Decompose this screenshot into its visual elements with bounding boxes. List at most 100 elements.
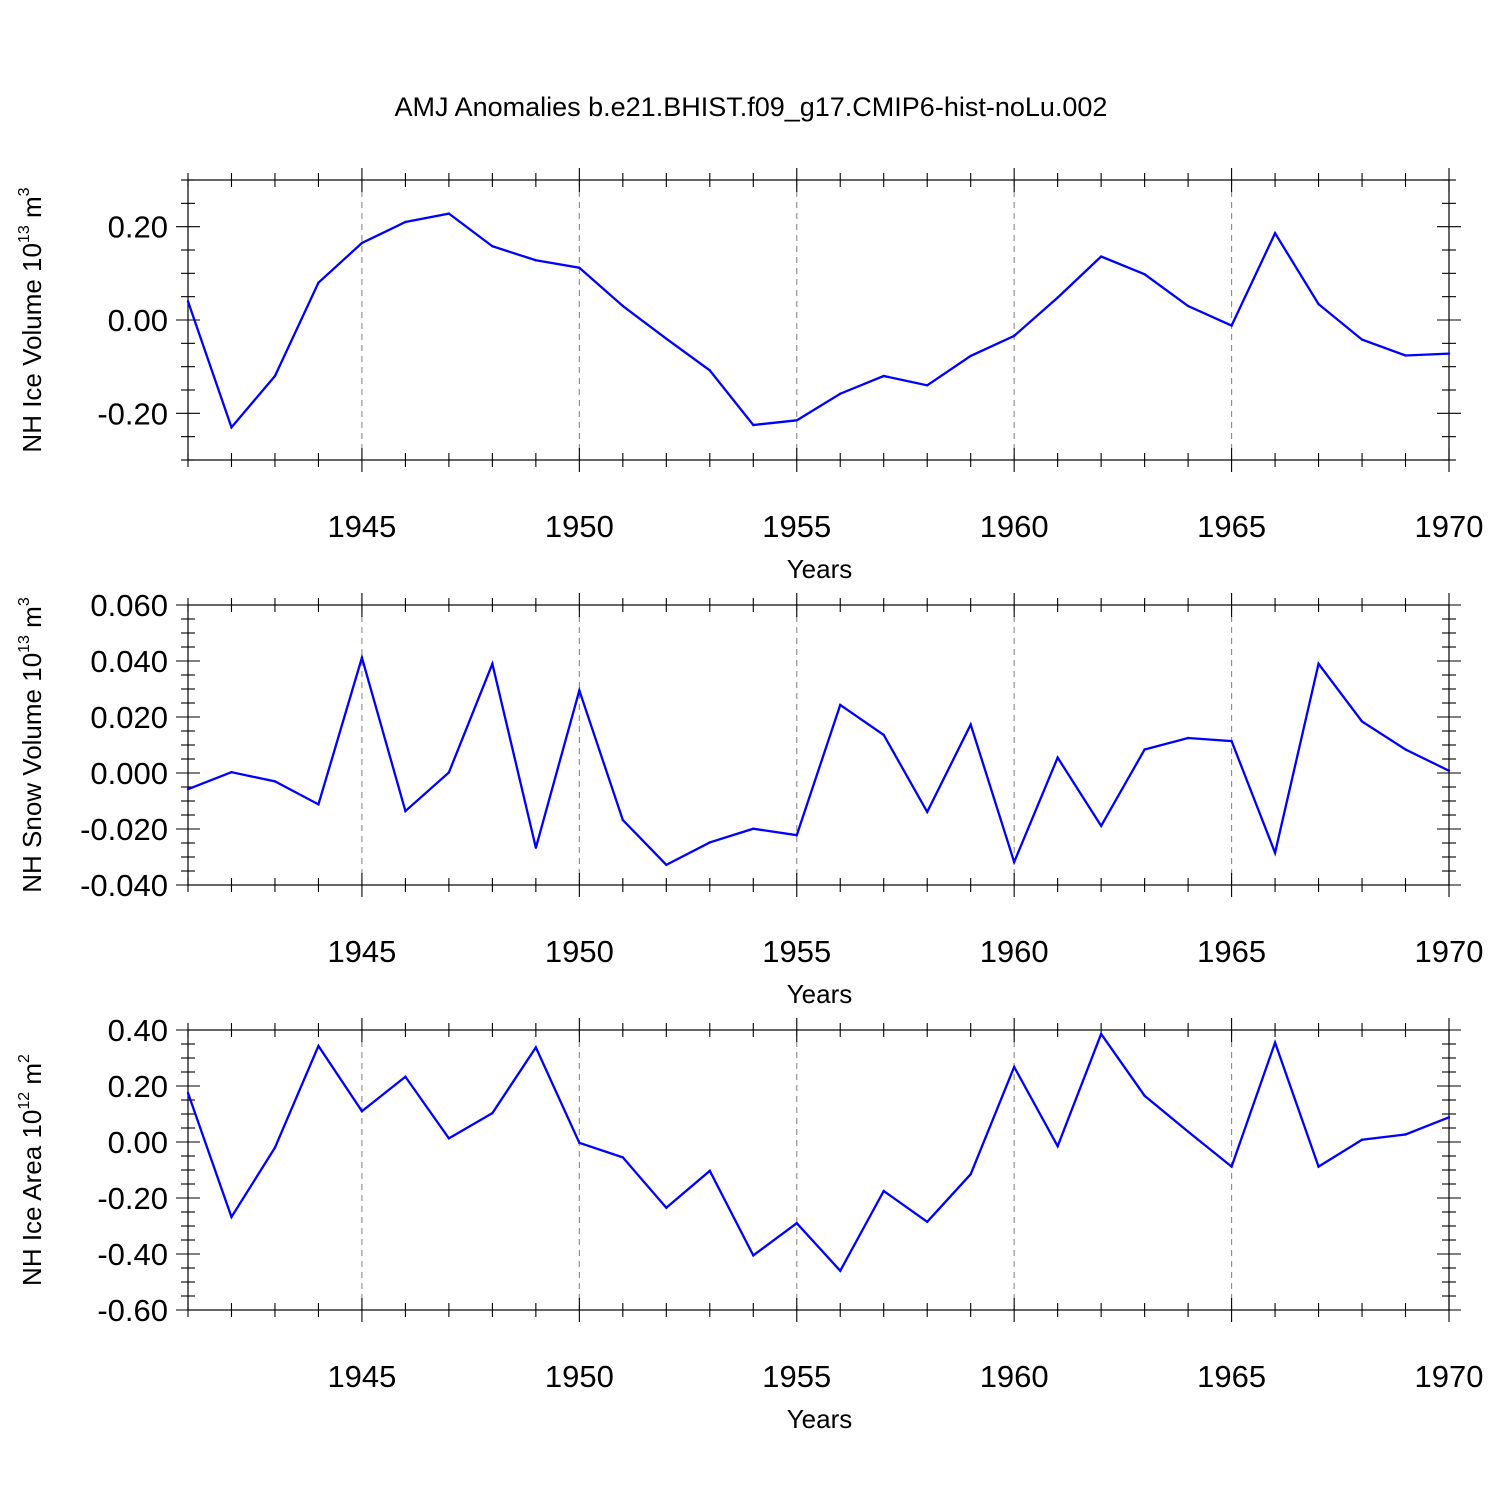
snow-volume-x-tick-label: 1960	[980, 934, 1049, 969]
ice-volume-x-tick-label: 1945	[327, 509, 396, 544]
ice-volume-data-point	[882, 374, 885, 378]
snow-volume-y-tick-label: 0.020	[90, 700, 168, 735]
snow-volume-data-point	[1273, 851, 1277, 854]
ice-volume-data-point	[534, 259, 538, 262]
snow-volume-data-point	[317, 803, 320, 806]
ice-volume-y-tick-label: -0.20	[97, 396, 168, 431]
snow-volume-data-point	[404, 809, 407, 813]
ice-volume-y-tick-label: 0.00	[108, 303, 168, 338]
ice-area-y-axis-title: NH Ice Area 1012 m2	[16, 1054, 47, 1286]
snow-volume-data-point	[230, 770, 233, 774]
y-axis-title-text: NH Ice Area 10	[17, 1110, 47, 1286]
ice-area-data-point	[360, 1110, 364, 1113]
ice-volume-data-point	[404, 220, 407, 224]
ice-area-data-point	[969, 1173, 972, 1176]
snow-volume-plot-frame	[187, 604, 1450, 886]
ice-volume-plot-frame	[187, 179, 1450, 461]
ice-volume-series-line	[186, 212, 1450, 430]
y-axis-title-text: NH Ice Volume 10	[17, 243, 47, 453]
ice-volume-data-point	[752, 423, 755, 427]
snow-volume-data-point	[795, 833, 798, 837]
ice-volume-data-point	[665, 337, 668, 340]
ice-volume-data-point	[1273, 232, 1277, 235]
snow-volume-y-tick-label: -0.020	[80, 812, 168, 847]
ice-area-data-point	[1099, 1032, 1103, 1036]
snow-volume-data-point	[839, 703, 842, 707]
snow-volume-data-point	[1404, 748, 1407, 751]
snow-volume-data-point	[1143, 748, 1146, 751]
ice-volume-data-point	[969, 354, 972, 358]
ice-area-data-point	[404, 1075, 407, 1078]
snow-volume-data-point	[447, 771, 451, 774]
ice-area-y-tick-label: -0.60	[97, 1293, 168, 1328]
snow-volume-data-point	[1230, 739, 1233, 743]
ice-volume-data-point	[1143, 273, 1146, 276]
snow-volume-y-tick-label: 0.060	[90, 588, 168, 623]
snow-volume-x-tick-label: 1950	[545, 934, 614, 969]
ice-volume-data-point	[795, 419, 798, 422]
ice-volume-data-point	[621, 304, 625, 308]
ice-volume-data-point	[1230, 324, 1233, 327]
y-axis-title-exponent: 13	[16, 635, 33, 653]
snow-volume-data-point	[1360, 720, 1364, 723]
snow-volume-panel: -0.040 -0.020 0.000 0.020 0.040 0.060 1945 1950…	[16, 588, 1483, 1009]
y-axis-title-unit-exponent: 3	[16, 187, 33, 196]
ice-area-data-point	[1317, 1165, 1320, 1168]
ice-area-plot-frame	[187, 1029, 1450, 1311]
ice-area-y-tick-label: 0.40	[108, 1013, 168, 1048]
ice-area-data-point	[752, 1254, 755, 1257]
snow-volume-series-line	[187, 653, 1450, 867]
ice-area-x-tick-label: 1945	[327, 1359, 396, 1394]
snow-volume-x-tick-label: 1955	[762, 934, 831, 969]
ice-volume-x-axis-title: Years	[787, 554, 853, 584]
ice-volume-data-point	[1099, 255, 1103, 258]
ice-volume-panel: -0.20 0.00 0.20 1945 1950 1955 1960 1965 1970 Yea…	[16, 168, 1483, 584]
ice-area-data-point	[708, 1169, 711, 1173]
snow-volume-data-point	[969, 723, 972, 726]
ice-area-data-point	[1230, 1165, 1233, 1168]
ice-volume-data-point	[360, 241, 364, 245]
ice-area-series-line	[186, 1031, 1450, 1273]
ice-volume-data-point	[230, 426, 233, 429]
ice-volume-data-point	[186, 300, 190, 303]
plot-title: AMJ Anomalies b.e21.BHIST.f09_g17.CMIP6-…	[395, 92, 1108, 122]
snow-volume-data-point	[1099, 824, 1103, 828]
ice-area-data-point	[795, 1222, 798, 1225]
ice-area-data-point	[578, 1141, 581, 1145]
ice-volume-data-point	[491, 245, 494, 248]
y-axis-title-exponent: 13	[16, 225, 33, 243]
snow-volume-data-point	[882, 733, 885, 737]
y-axis-title-unit: m	[17, 196, 47, 225]
ice-area-data-point	[317, 1044, 320, 1048]
ice-volume-data-point	[317, 281, 320, 284]
snow-volume-data-point	[186, 788, 190, 791]
ice-area-panel: -0.60 -0.40 -0.20 0.00 0.20 0.40 1945 1950 1955 1…	[16, 1013, 1483, 1434]
snow-volume-data-point	[1012, 860, 1016, 864]
ice-area-data-point	[1056, 1145, 1059, 1148]
y-axis-title-unit: m	[17, 606, 47, 635]
ice-area-x-tick-label: 1955	[762, 1359, 831, 1394]
ice-volume-y-axis-title: NH Ice Volume 1013 m3	[16, 187, 47, 452]
snow-volume-x-axis-title: Years	[787, 979, 853, 1009]
y-axis-title-unit: m	[17, 1063, 47, 1092]
ice-area-data-point	[1273, 1041, 1277, 1044]
ice-area-data-point	[621, 1156, 625, 1159]
ice-area-data-point	[534, 1046, 538, 1049]
y-axis-title-unit-exponent: 3	[16, 597, 33, 606]
snow-volume-x-tick-label: 1965	[1197, 934, 1266, 969]
snow-volume-data-point	[534, 846, 538, 849]
ice-area-data-point	[1012, 1065, 1016, 1069]
ice-volume-x-tick-label: 1955	[762, 509, 831, 544]
ice-volume-data-point	[1404, 354, 1407, 357]
snow-volume-data-point	[578, 689, 581, 692]
ice-area-data-point	[1447, 1116, 1451, 1119]
snow-volume-data-point	[752, 827, 755, 830]
ice-volume-x-tick-label: 1970	[1415, 509, 1484, 544]
snow-volume-data-point	[665, 863, 668, 867]
ice-area-y-tick-label: -0.20	[97, 1181, 168, 1216]
ice-area-data-point	[665, 1206, 668, 1210]
ice-volume-data-point	[1360, 338, 1364, 341]
ice-area-x-tick-label: 1970	[1415, 1359, 1484, 1394]
snow-volume-y-tick-label: 0.000	[90, 756, 168, 791]
